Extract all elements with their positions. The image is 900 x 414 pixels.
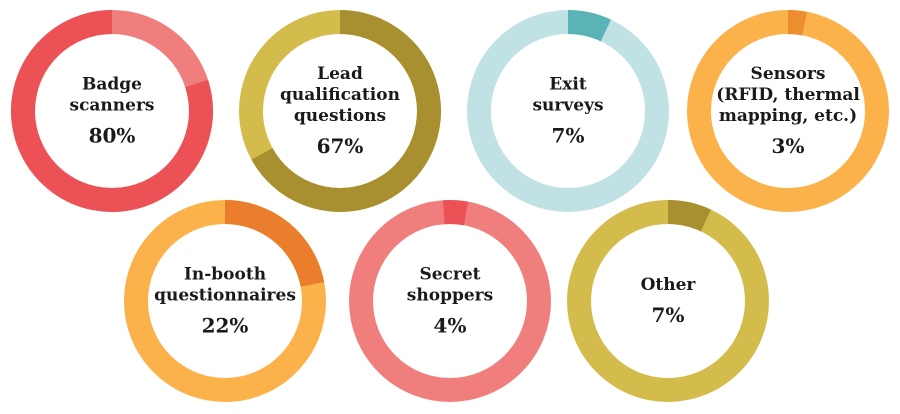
donut-value-label: 7% [552, 124, 585, 148]
donut-label: shoppers [407, 286, 493, 306]
donut-value-arc [251, 10, 441, 212]
donut-label: mapping, etc.) [719, 106, 857, 126]
donut-value-arc [11, 10, 213, 212]
donut-value-label: 22% [202, 314, 249, 338]
donut-value-arc [787, 10, 807, 36]
donut-label: questions [294, 106, 386, 126]
donut-label: questionnaires [154, 286, 296, 306]
donut-value-arc [567, 10, 611, 42]
donut-rest-arc [567, 200, 769, 402]
donut-label: Exit [549, 75, 587, 95]
donut-value-label: 7% [652, 303, 685, 327]
donut-label: (RFID, thermal [716, 85, 860, 105]
donut-6: Other 7% [567, 200, 769, 402]
donut-value-label: 67% [317, 134, 364, 158]
donut-label: Sensors [751, 64, 826, 84]
donut-label: Secret [419, 265, 480, 285]
donut-label: surveys [532, 96, 603, 116]
donut-label: qualification [280, 85, 400, 105]
donut-value-arc [667, 200, 711, 232]
donut-value-label: 80% [89, 124, 136, 148]
donut-value-arc [442, 200, 469, 226]
donut-value-arc [224, 200, 325, 287]
donut-label: In-booth [184, 265, 266, 285]
donut-value-label: 4% [434, 314, 467, 338]
donut-label: Badge [82, 75, 142, 95]
donut-label: Lead [317, 64, 363, 84]
donut-label: scanners [70, 96, 155, 116]
donut-label: Other [641, 275, 697, 295]
donut-value-label: 3% [772, 134, 805, 158]
